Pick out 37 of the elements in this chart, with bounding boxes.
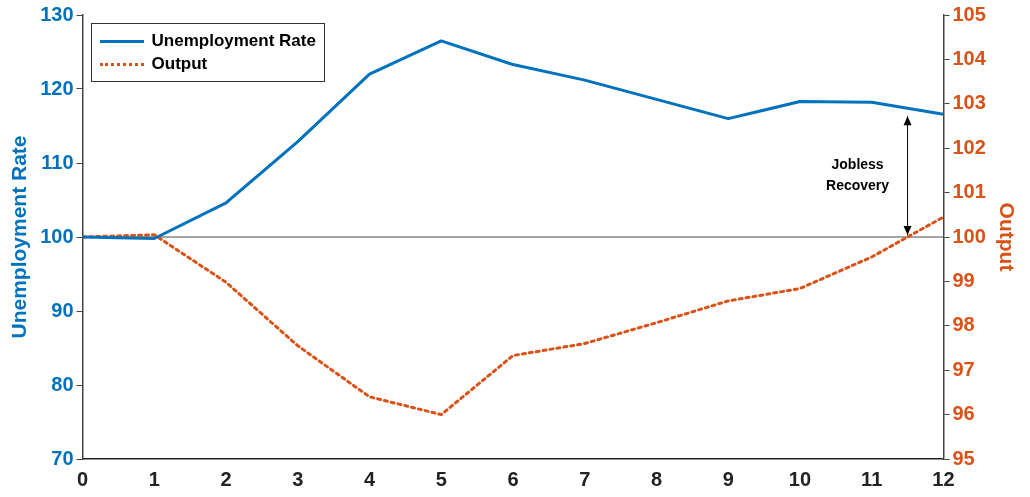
x-tick-label: 3 (292, 467, 304, 490)
x-tick-label: 11 (861, 467, 883, 490)
y2-tick-label: 104 (952, 46, 987, 69)
x-tick-label: 2 (220, 467, 232, 490)
y2-tick-label: 98 (952, 313, 975, 336)
y2-tick-label: 103 (952, 91, 986, 114)
x-tick-label: 0 (77, 467, 89, 490)
legend-label: Unemployment Rate (151, 31, 316, 51)
annotation: Jobless Recovery (826, 155, 890, 193)
x-tick-label: 8 (650, 467, 663, 490)
y2-tick-label: 95 (952, 446, 975, 469)
y2-axis-title: Output (995, 202, 1019, 272)
x-tick-label: 6 (507, 467, 519, 490)
y-tick-label: 90 (51, 298, 74, 321)
y-axis-title: Unemployment Rate (7, 135, 31, 339)
y-tick-label: 120 (40, 76, 74, 99)
x-tick-label: 9 (722, 467, 734, 490)
legend-label: Output (151, 54, 208, 74)
y2-tick-label: 100 (952, 224, 986, 247)
y-tick-label: 130 (40, 2, 74, 25)
x-tick-label: 5 (435, 467, 447, 490)
y-tick-label: 100 (40, 224, 74, 247)
y2-tick-label: 101 (952, 180, 986, 203)
y-tick-label: 70 (51, 446, 74, 469)
y2-tick-label: 99 (952, 268, 975, 291)
x-tick-label: 7 (579, 467, 591, 490)
y2-tick-label: 97 (952, 357, 975, 380)
y2-tick-label: 96 (952, 402, 975, 425)
y2-tick-label: 102 (952, 135, 986, 158)
y2-tick-label: 105 (952, 2, 986, 25)
y-tick-label: 80 (51, 372, 74, 395)
x-tick-label: 10 (788, 467, 812, 490)
line-series (82, 215, 944, 417)
x-tick-label: 4 (363, 467, 376, 490)
x-tick-label: 1 (148, 467, 160, 490)
y-tick-label: 110 (41, 150, 74, 173)
x-tick-label: 12 (932, 467, 955, 490)
